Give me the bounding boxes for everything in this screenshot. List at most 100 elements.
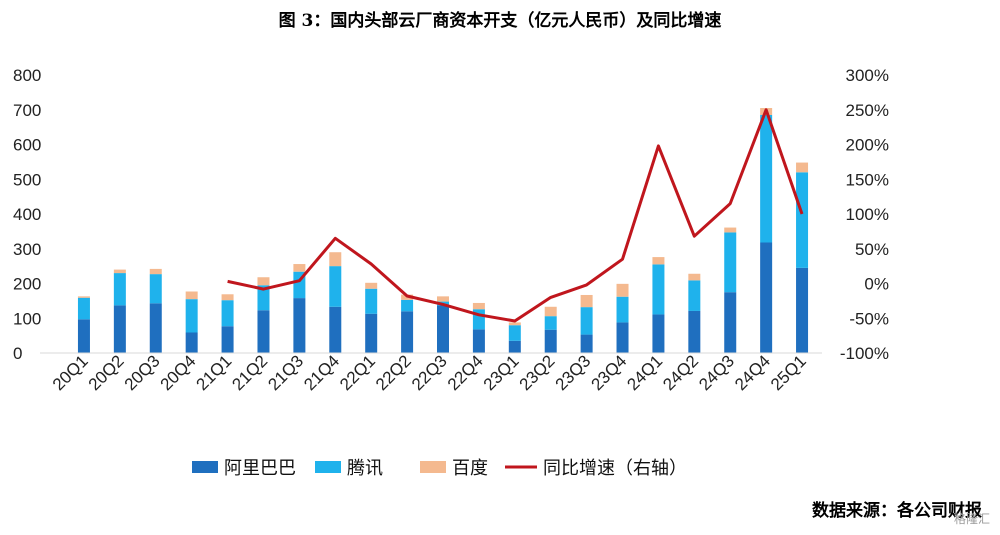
bar-tencent-25Q1	[796, 172, 809, 268]
bar-alibaba-21Q1	[221, 326, 234, 353]
bar-alibaba-24Q2	[688, 310, 701, 353]
bar-alibaba-20Q1	[77, 319, 90, 353]
bar-alibaba-22Q1	[365, 313, 378, 353]
x-tick-label: 22Q4	[444, 351, 487, 394]
x-tick-label: 21Q4	[300, 351, 343, 394]
bar-alibaba-20Q4	[185, 332, 198, 353]
bar-tencent-24Q4	[760, 114, 773, 243]
bar-tencent-23Q1	[508, 325, 521, 341]
bar-tencent-24Q1	[652, 264, 665, 315]
x-tick-label: 20Q3	[121, 351, 164, 394]
bar-baidu-20Q4	[185, 291, 198, 300]
bar-alibaba-20Q2	[113, 305, 126, 353]
x-tick-label: 20Q1	[49, 351, 92, 394]
bar-baidu-22Q3	[437, 296, 449, 302]
x-tick-label: 21Q1	[193, 351, 236, 394]
x-tick-label: 25Q1	[767, 351, 810, 394]
legend-label: 百度	[452, 458, 488, 479]
bar-alibaba-24Q1	[652, 314, 665, 353]
bar-series-group	[77, 108, 809, 353]
x-tick-label: 24Q1	[623, 351, 666, 394]
right-tick-label: 100%	[846, 205, 889, 224]
source-note: 数据来源：各公司财报	[812, 501, 982, 521]
growth-line-group	[227, 108, 804, 323]
left-tick-label: 700	[13, 101, 41, 120]
right-axis-ticks: -100% -50% 0% 50% 100% 150% 200% 250% 300%	[840, 66, 889, 363]
x-tick-label: 24Q3	[695, 351, 738, 394]
legend-swatch	[420, 461, 446, 473]
bar-tencent-20Q3	[149, 274, 162, 304]
bar-alibaba-24Q4	[760, 242, 773, 353]
bar-alibaba-22Q2	[401, 311, 414, 353]
bar-alibaba-23Q3	[580, 334, 593, 353]
watermark: 格隆汇	[953, 512, 990, 526]
bar-tencent-20Q1	[77, 297, 90, 320]
x-tick-label: 23Q4	[588, 351, 631, 394]
left-tick-label: 800	[13, 66, 41, 85]
bar-alibaba-23Q1	[508, 340, 521, 353]
right-tick-label: 150%	[846, 170, 889, 189]
bar-baidu-21Q4	[329, 252, 342, 267]
x-tick-label: 24Q2	[659, 351, 702, 394]
bar-baidu-22Q1	[365, 282, 378, 289]
bar-alibaba-22Q4	[472, 329, 485, 353]
chart-title: 图 3：国内头部云厂商资本开支（亿元人民币）及同比增速	[278, 11, 722, 31]
bar-tencent-21Q4	[329, 266, 342, 307]
x-tick-label: 20Q4	[157, 351, 200, 394]
right-tick-label: -100%	[840, 344, 889, 363]
left-axis-ticks: 0 100 200 300 400 500 600 700 800	[13, 66, 41, 363]
bar-baidu-24Q2	[688, 273, 701, 281]
x-tick-label: 22Q3	[408, 351, 451, 394]
bar-alibaba-20Q3	[149, 303, 162, 353]
bar-baidu-20Q2	[113, 269, 126, 274]
bar-baidu-20Q3	[149, 268, 162, 275]
bar-tencent-22Q2	[401, 299, 414, 312]
x-tick-label: 24Q4	[731, 351, 774, 394]
left-tick-label: 0	[13, 344, 22, 363]
growth-line	[227, 108, 804, 323]
left-tick-label: 200	[13, 275, 41, 294]
legend-label: 同比增速（右轴）	[543, 458, 687, 479]
x-axis-ticks: 20Q120Q220Q320Q421Q121Q221Q321Q422Q122Q2…	[49, 351, 810, 394]
bar-alibaba-23Q2	[544, 329, 557, 353]
left-tick-label: 100	[13, 309, 41, 328]
right-tick-label: 0%	[864, 275, 889, 294]
x-tick-label: 22Q2	[372, 351, 415, 394]
legend-label: 腾讯	[347, 458, 383, 479]
bar-alibaba-23Q4	[616, 322, 629, 353]
left-tick-label: 500	[13, 170, 41, 189]
bar-tencent-20Q4	[185, 299, 198, 333]
left-tick-label: 400	[13, 205, 41, 224]
bar-baidu-23Q2	[544, 306, 557, 317]
bar-baidu-20Q1	[77, 296, 90, 298]
bar-baidu-24Q1	[652, 257, 665, 265]
left-tick-label: 600	[13, 136, 41, 155]
bar-baidu-24Q3	[724, 227, 737, 233]
bar-tencent-22Q1	[365, 288, 378, 314]
right-tick-label: 250%	[846, 101, 889, 120]
x-tick-label: 20Q2	[85, 351, 128, 394]
x-tick-label: 21Q2	[228, 351, 271, 394]
left-tick-label: 300	[13, 240, 41, 259]
right-tick-label: 200%	[846, 136, 889, 155]
x-tick-label: 23Q2	[516, 351, 559, 394]
bar-baidu-21Q2	[257, 277, 270, 286]
bar-baidu-25Q1	[796, 162, 809, 173]
bar-tencent-21Q1	[221, 300, 234, 327]
x-tick-label: 22Q1	[336, 351, 379, 394]
legend: 阿里巴巴 腾讯 百度 同比增速（右轴）	[192, 458, 687, 479]
bar-baidu-21Q3	[293, 264, 306, 272]
bar-baidu-23Q3	[580, 294, 593, 308]
bar-alibaba-21Q3	[293, 298, 306, 353]
bar-baidu-23Q4	[616, 283, 629, 297]
bar-baidu-23Q1	[508, 322, 521, 326]
bar-tencent-24Q3	[724, 232, 737, 293]
bar-baidu-21Q1	[221, 294, 234, 301]
bar-alibaba-25Q1	[796, 267, 809, 353]
x-tick-label: 21Q3	[264, 351, 307, 394]
bar-alibaba-21Q2	[257, 310, 270, 353]
right-tick-label: 50%	[855, 240, 889, 259]
bar-tencent-21Q2	[257, 285, 270, 311]
legend-label: 阿里巴巴	[224, 458, 296, 479]
